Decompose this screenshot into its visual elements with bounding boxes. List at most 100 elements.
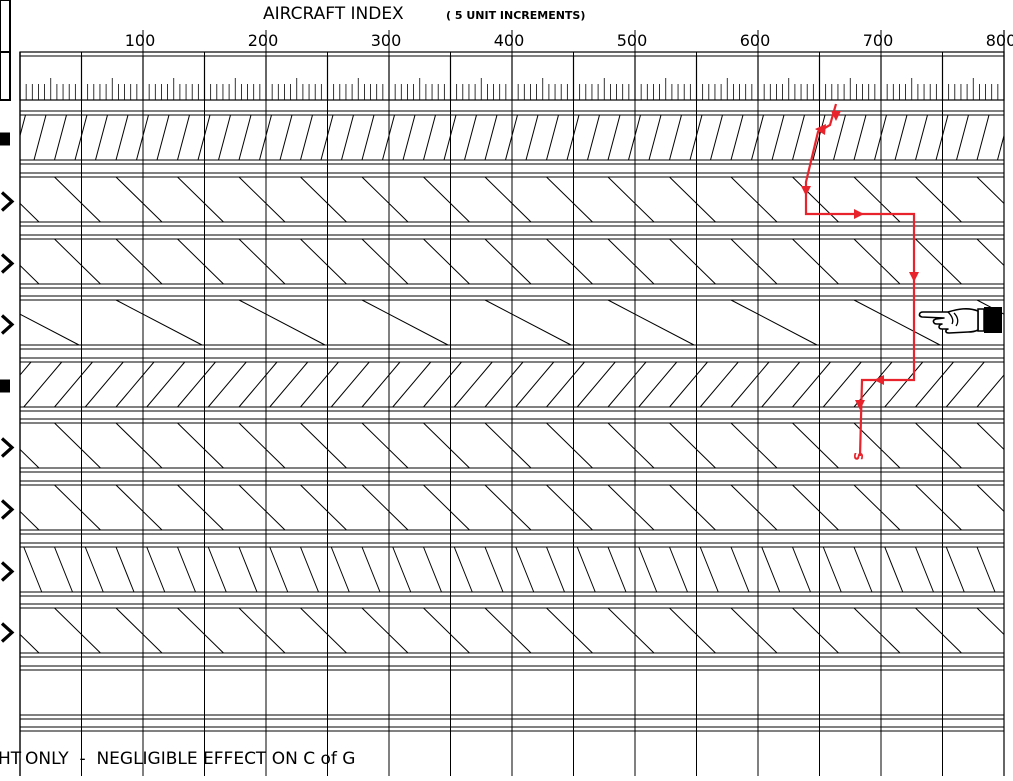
hatch-line: [147, 362, 185, 407]
hatch-line: [424, 423, 470, 468]
hatch-line: [178, 115, 190, 160]
hatch-line: [916, 239, 962, 284]
hatch-line: [24, 547, 42, 592]
path-arrow-5: [909, 272, 919, 282]
tick-label-600: 600: [740, 31, 771, 50]
hatch-line: [342, 115, 354, 160]
hatch-line: [485, 300, 571, 345]
hatch-line: [547, 177, 593, 222]
hatch-line: [823, 547, 841, 592]
hatch-line: [731, 362, 769, 407]
chevron-marker: [2, 193, 12, 211]
path-end-label: S: [851, 452, 865, 461]
axis-title-note: ( 5 UNIT INCREMENTS): [446, 9, 585, 22]
hatch-line: [239, 485, 285, 530]
hatch-line: [424, 362, 462, 407]
hatch-line: [454, 362, 492, 407]
hatch-line: [424, 547, 442, 592]
hatch-line: [916, 423, 962, 468]
hatch-line: [55, 547, 73, 592]
hatch-line: [608, 300, 694, 345]
hatch-line: [639, 362, 677, 407]
hatch-line: [393, 547, 411, 592]
hatch-line: [331, 362, 369, 407]
hatch-line: [731, 608, 777, 653]
hatch-line: [731, 300, 817, 345]
hatch-line: [270, 547, 288, 592]
hatch-line: [454, 547, 472, 592]
hatch-line: [301, 423, 347, 468]
hatch-line: [670, 177, 716, 222]
gridlines: [20, 30, 1004, 776]
hatch-line: [946, 362, 984, 407]
hatch-line: [670, 485, 716, 530]
hatch-line: [178, 423, 224, 468]
hatch-line: [485, 423, 531, 468]
hatch-line: [649, 115, 661, 160]
hatch-line: [608, 423, 654, 468]
hatch-line: [55, 239, 101, 284]
hatch-line: [608, 177, 654, 222]
hatch-line: [731, 485, 777, 530]
hatch-line: [670, 547, 688, 592]
hatch-line: [547, 547, 565, 592]
tick-label-700: 700: [863, 31, 894, 50]
band-10: [0, 666, 1004, 719]
path-arrow-7: [855, 400, 865, 410]
band-4: [0, 296, 1013, 349]
hatch-line: [957, 115, 969, 160]
hatch-line: [331, 547, 349, 592]
hatch-line: [424, 239, 470, 284]
path-arrow-6: [874, 375, 884, 385]
hatch-line: [639, 547, 657, 592]
tick-label-800: 800: [986, 31, 1013, 50]
hatch-line: [116, 239, 162, 284]
hatch-line: [301, 115, 313, 160]
hatch-line: [116, 300, 202, 345]
hatch-line: [916, 608, 962, 653]
hatch-line: [588, 115, 600, 160]
path-arrow-4: [854, 209, 864, 219]
hatch-line: [34, 115, 46, 160]
hatch-line: [465, 115, 477, 160]
hatch-line: [362, 115, 374, 160]
hatch-line: [793, 177, 839, 222]
hatch-line: [834, 115, 846, 160]
hatch-line: [178, 177, 224, 222]
band-2: [0, 173, 1013, 226]
hatch-line: [916, 547, 934, 592]
band-8: [0, 543, 1013, 596]
hatch-line: [608, 485, 654, 530]
chevron-marker: [2, 501, 12, 519]
hatch-line: [547, 608, 593, 653]
row-markers: [0, 133, 12, 642]
hatch-line: [731, 547, 749, 592]
hatch-line: [178, 608, 224, 653]
hatch-line: [854, 547, 872, 592]
hatch-line: [362, 362, 400, 407]
hatch-line: [946, 547, 964, 592]
hatch-line: [239, 423, 285, 468]
tick-label-100: 100: [125, 31, 156, 50]
footer-prefix: HT: [0, 749, 22, 769]
hatch-line: [854, 300, 940, 345]
hatch-line: [424, 115, 436, 160]
hatch-line: [608, 362, 646, 407]
hatch-line: [885, 362, 923, 407]
hatch-line: [916, 115, 928, 160]
path-arrow-3: [801, 186, 811, 196]
hatch-line: [219, 115, 231, 160]
hatch-line: [608, 547, 626, 592]
hatch-line: [239, 239, 285, 284]
hatch-line: [55, 177, 101, 222]
hatch-line: [301, 239, 347, 284]
hatch-line: [762, 362, 800, 407]
hatch-line: [362, 239, 408, 284]
hatch-line: [485, 239, 531, 284]
hatch-line: [178, 485, 224, 530]
hatch-line: [885, 547, 903, 592]
hatch-line: [977, 177, 1013, 222]
hatch-line: [608, 608, 654, 653]
hatch-line: [485, 177, 531, 222]
hatch-line: [608, 239, 654, 284]
